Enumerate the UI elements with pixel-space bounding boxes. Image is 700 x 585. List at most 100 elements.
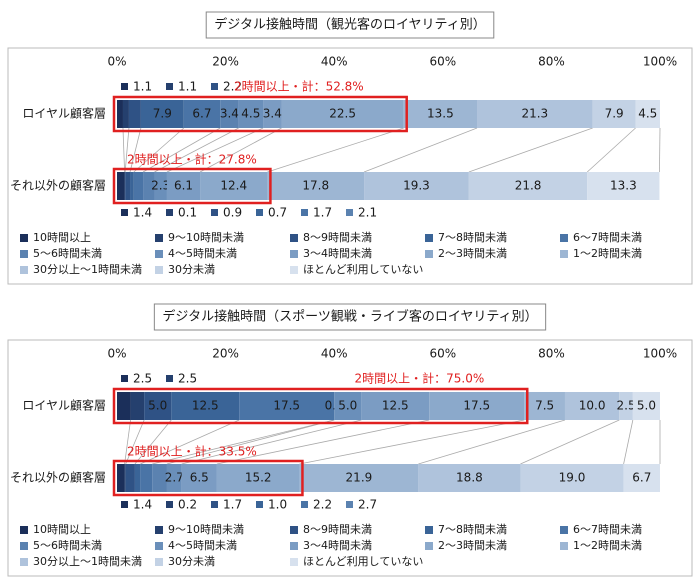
value-label: 19.0 [559, 471, 586, 485]
bar-segment [144, 392, 172, 420]
bar-segment [117, 464, 125, 492]
series-line [181, 419, 362, 465]
value-label: 12.5 [192, 399, 219, 413]
value-label: 0.1 [178, 206, 197, 220]
category-label: ロイヤル顧客層 [22, 398, 106, 413]
series-line [216, 419, 430, 465]
value-label: 2.5 [617, 399, 636, 413]
value-label: 17.8 [302, 179, 329, 193]
value-label: 5.0 [637, 399, 656, 413]
bar-segment [524, 392, 565, 420]
legend-label: 30分未満 [168, 263, 215, 276]
x-tick-label: 60% [429, 55, 456, 69]
bar-segment [632, 392, 660, 420]
annotation: 2時間以上・計：33.5% [127, 444, 257, 459]
legend-swatch [20, 250, 28, 258]
bar-segment [429, 392, 525, 420]
legend-swatch [290, 542, 298, 550]
legend-label: 1～2時間未満 [573, 247, 642, 260]
value-label: 17.5 [273, 399, 300, 413]
value-label: 1.7 [223, 498, 242, 512]
bar-segment [299, 464, 419, 492]
label-swatch [301, 501, 308, 508]
bar-segment [364, 172, 469, 200]
bar-segment [477, 100, 593, 128]
legend-label: 2～3時間未満 [438, 247, 507, 260]
bar-segment [623, 464, 660, 492]
bar-segment [117, 172, 125, 200]
legend-label: 10時間以上 [33, 523, 91, 536]
label-swatch [121, 83, 128, 90]
legend-swatch [155, 250, 163, 258]
annotation: 2時間以上・計：75.0% [354, 371, 484, 386]
title-box [205, 11, 495, 39]
highlight-box [112, 387, 529, 425]
bar-segment [125, 172, 131, 200]
series-line [418, 419, 566, 465]
value-label: 7.9 [605, 107, 624, 121]
series-line [363, 127, 478, 173]
legend-label: 9～10時間未満 [168, 523, 244, 536]
label-swatch [211, 83, 218, 90]
category-label: ロイヤル顧客層 [22, 106, 106, 121]
series-line [199, 127, 282, 173]
legend-swatch [20, 234, 28, 242]
value-label: 5.0 [338, 399, 357, 413]
legend-label: 9～10時間未満 [168, 231, 244, 244]
bar-segment [140, 100, 184, 128]
value-label: 7.9 [153, 107, 172, 121]
value-label: 12.5 [382, 399, 409, 413]
x-tick-label: 100% [643, 55, 677, 69]
series-line [142, 127, 221, 173]
bar-segment [143, 172, 155, 200]
legend-label: 3～4時間未満 [303, 539, 372, 552]
legend-label: 5～6時間未満 [33, 539, 102, 552]
legend-swatch [560, 526, 568, 534]
bar-segment [267, 172, 365, 200]
label-swatch [166, 375, 173, 382]
value-label: 0.7 [268, 206, 287, 220]
value-label: 21.3 [521, 107, 548, 121]
category-label: それ以外の顧客層 [10, 178, 106, 193]
x-tick-label: 0% [107, 55, 126, 69]
legend-label: 7～8時間未満 [438, 231, 507, 244]
x-tick-label: 40% [321, 55, 348, 69]
bar-segment [216, 464, 300, 492]
series-line [299, 419, 525, 465]
series-line [586, 127, 636, 173]
bar-segment [635, 100, 660, 128]
series-line [124, 419, 131, 465]
legend-swatch [425, 250, 433, 258]
bar-segment [592, 100, 636, 128]
value-label: 5.0 [148, 399, 167, 413]
x-tick-label: 60% [429, 347, 456, 361]
x-tick-label: 0% [107, 347, 126, 361]
legend-label: 8～9時間未満 [303, 523, 372, 536]
chart-title: デジタル接触時間（スポーツ観戦・ライブ客のロイヤリティ別） [162, 309, 537, 325]
bar-segment [130, 392, 145, 420]
bar-segment [124, 172, 126, 200]
series-line [152, 419, 335, 465]
bar-segment [133, 172, 144, 200]
value-label: 2.1 [358, 206, 377, 220]
bar-segment [238, 100, 264, 128]
bar-segment [134, 464, 141, 492]
legend-swatch [155, 526, 163, 534]
value-label: 13.5 [427, 107, 454, 121]
bar-segment [239, 392, 335, 420]
series-line [129, 127, 142, 173]
bar-segment [125, 464, 135, 492]
value-label: 7.5 [535, 399, 554, 413]
bar-segment [200, 172, 268, 200]
label-swatch [211, 501, 218, 508]
x-tick-label: 40% [321, 347, 348, 361]
annotation: 2時間以上・計：52.8% [234, 79, 364, 94]
series-line [134, 419, 172, 465]
label-swatch [211, 209, 218, 216]
bar-segment [122, 100, 129, 128]
value-label: 21.8 [515, 179, 542, 193]
legend-swatch [155, 542, 163, 550]
legend-label: 5～6時間未満 [33, 247, 102, 260]
bar-segment [587, 172, 660, 200]
legend-label: 10時間以上 [33, 231, 91, 244]
